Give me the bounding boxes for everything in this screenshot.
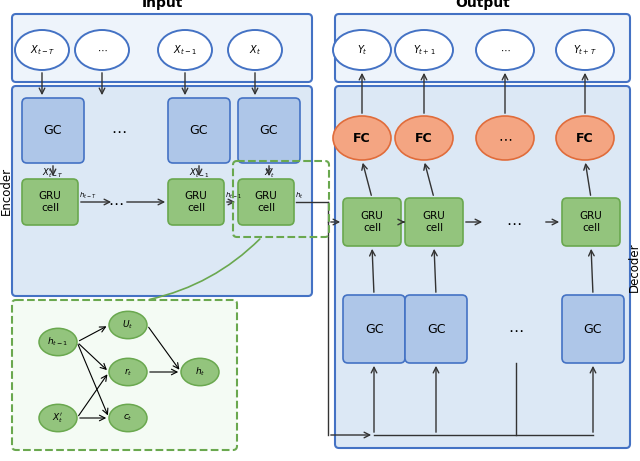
Ellipse shape (109, 311, 147, 339)
Ellipse shape (395, 30, 453, 70)
Text: Decoder: Decoder (627, 242, 640, 292)
Text: FC: FC (353, 131, 371, 144)
FancyBboxPatch shape (12, 86, 312, 296)
Text: GRU
cell: GRU cell (38, 191, 61, 213)
Text: GRU
cell: GRU cell (360, 211, 383, 233)
FancyBboxPatch shape (562, 295, 624, 363)
Text: $\cdots$: $\cdots$ (500, 45, 510, 55)
Ellipse shape (228, 30, 282, 70)
Ellipse shape (158, 30, 212, 70)
FancyBboxPatch shape (562, 198, 620, 246)
Ellipse shape (39, 328, 77, 356)
Text: $h_{t-1}$: $h_{t-1}$ (47, 336, 68, 348)
Text: $\cdots$: $\cdots$ (108, 195, 124, 209)
FancyBboxPatch shape (335, 86, 630, 448)
Text: GRU
cell: GRU cell (422, 211, 445, 233)
Text: GC: GC (584, 323, 602, 336)
Ellipse shape (109, 358, 147, 386)
Text: $Y_{t+T}$: $Y_{t+T}$ (573, 43, 596, 57)
Text: Output: Output (456, 0, 510, 10)
Text: $r_t$: $r_t$ (124, 366, 132, 378)
Text: $\cdots$: $\cdots$ (508, 321, 524, 337)
Text: $h_{t-1}$: $h_{t-1}$ (225, 191, 242, 201)
Text: $\cdots$: $\cdots$ (111, 123, 127, 138)
FancyBboxPatch shape (12, 14, 312, 82)
Text: FC: FC (576, 131, 594, 144)
FancyBboxPatch shape (238, 179, 294, 225)
Text: GC: GC (189, 124, 208, 137)
Text: $h_{t-T}$: $h_{t-T}$ (79, 191, 97, 201)
FancyBboxPatch shape (343, 295, 405, 363)
FancyBboxPatch shape (238, 98, 300, 163)
Text: GC: GC (260, 124, 278, 137)
Ellipse shape (395, 116, 453, 160)
FancyBboxPatch shape (168, 179, 224, 225)
FancyBboxPatch shape (22, 98, 84, 163)
Text: $X_{t-1}'$: $X_{t-1}'$ (189, 166, 209, 180)
Text: $Y_{t+1}$: $Y_{t+1}$ (413, 43, 435, 57)
Text: $c_t$: $c_t$ (123, 413, 133, 423)
Text: $X_{t-T}$: $X_{t-T}$ (29, 43, 54, 57)
Text: $X_t'$: $X_t'$ (264, 166, 275, 180)
Text: $h_t$: $h_t$ (295, 191, 303, 201)
Text: $\cdots$: $\cdots$ (97, 45, 108, 55)
Text: GC: GC (44, 124, 62, 137)
FancyBboxPatch shape (405, 295, 467, 363)
FancyBboxPatch shape (168, 98, 230, 163)
Text: Input: Input (141, 0, 182, 10)
FancyBboxPatch shape (343, 198, 401, 246)
Text: GC: GC (427, 323, 445, 336)
Ellipse shape (181, 358, 219, 386)
Text: GRU
cell: GRU cell (184, 191, 207, 213)
Text: $\cdots$: $\cdots$ (506, 214, 522, 230)
Text: GRU
cell: GRU cell (255, 191, 277, 213)
Ellipse shape (476, 30, 534, 70)
Text: GC: GC (365, 323, 383, 336)
Text: $X_t$: $X_t$ (249, 43, 261, 57)
Ellipse shape (333, 30, 391, 70)
Text: GRU
cell: GRU cell (580, 211, 602, 233)
FancyBboxPatch shape (335, 14, 630, 82)
Ellipse shape (556, 30, 614, 70)
Ellipse shape (15, 30, 69, 70)
Text: $h_t$: $h_t$ (195, 366, 205, 378)
Text: $X_{t-1}$: $X_{t-1}$ (173, 43, 197, 57)
Text: $\cdots$: $\cdots$ (498, 131, 512, 145)
FancyBboxPatch shape (405, 198, 463, 246)
Text: $X_t'$: $X_t'$ (52, 411, 63, 425)
Ellipse shape (75, 30, 129, 70)
Text: $U_t$: $U_t$ (122, 319, 134, 331)
Text: Encoder: Encoder (0, 167, 13, 215)
Text: $Y_t$: $Y_t$ (356, 43, 367, 57)
Ellipse shape (109, 404, 147, 431)
FancyBboxPatch shape (12, 300, 237, 450)
Text: $X_{t-T}'$: $X_{t-T}'$ (42, 166, 64, 180)
Ellipse shape (476, 116, 534, 160)
Text: FC: FC (415, 131, 433, 144)
FancyBboxPatch shape (22, 179, 78, 225)
Ellipse shape (556, 116, 614, 160)
Ellipse shape (39, 404, 77, 431)
Ellipse shape (333, 116, 391, 160)
